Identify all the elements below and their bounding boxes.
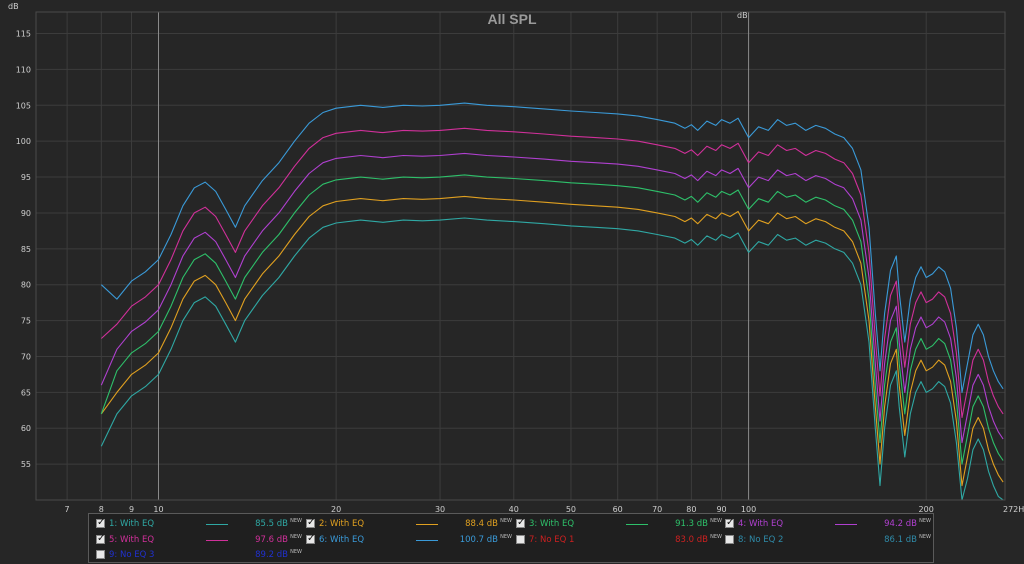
y-tick-label: 100: [16, 137, 31, 146]
series-lines: [100, 102, 1004, 501]
legend-checkbox[interactable]: [96, 532, 105, 546]
legend-series-name: 5: With EQ: [109, 535, 155, 545]
x-tick-label: 90: [716, 505, 726, 513]
legend-new-tag: NEW: [919, 518, 931, 524]
legend-checkbox[interactable]: [516, 535, 525, 544]
legend-series-level: 94.2 dB: [884, 519, 917, 529]
legend-item-7[interactable]: 7: No EQ 1 83.0 dB NEW: [516, 533, 726, 547]
x-tick-label: 60: [613, 505, 623, 513]
y-tick-label: 80: [21, 281, 31, 290]
y-tick-label: 105: [16, 101, 31, 110]
legend-checkbox[interactable]: [306, 532, 315, 546]
legend-series-level: 91.3 dB: [675, 519, 708, 529]
chart-title: All SPL: [487, 11, 536, 27]
x-tick-label: 272Hz: [1003, 505, 1024, 513]
legend-checkbox[interactable]: [725, 535, 734, 544]
y-tick-label: 65: [21, 388, 31, 397]
series-line-3: [100, 174, 1004, 465]
legend-swatch: [416, 540, 438, 541]
grid-lines: [36, 12, 1006, 500]
top-dB-label: dB: [737, 11, 748, 20]
legend-swatch: [835, 524, 857, 525]
legend-new-tag: NEW: [919, 534, 931, 540]
x-tick-label: 40: [509, 505, 519, 513]
legend-new-tag: NEW: [500, 518, 512, 524]
series-line-4: [100, 152, 1004, 444]
series-line-5: [100, 127, 1004, 419]
legend-new-tag: NEW: [290, 549, 302, 555]
legend-series-name: 3: With EQ: [529, 519, 575, 529]
legend-series-level: 83.0 dB: [675, 535, 708, 545]
spl-chart[interactable]: 55 60 65 70 75 80 85 90 95 100 105 110 115 7 8 9 10 20 30 4…: [0, 0, 1024, 513]
legend-series-level: 85.5 dB: [255, 519, 288, 529]
x-tick-label: 7: [65, 505, 70, 513]
x-tick-label: 200: [919, 505, 934, 513]
legend-swatch: [206, 524, 228, 525]
legend-new-tag: NEW: [710, 534, 722, 540]
y-tick-label: 95: [21, 173, 31, 182]
y-tick-label: 110: [16, 65, 31, 74]
legend-series-level: 86.1 dB: [884, 535, 917, 545]
x-tick-label: 9: [129, 505, 134, 513]
x-tick-label: 70: [652, 505, 662, 513]
series-line-6: [100, 102, 1004, 393]
legend-series-name: 2: With EQ: [319, 519, 365, 529]
series-line-1: [100, 217, 1004, 501]
legend-checkbox[interactable]: [96, 516, 105, 530]
x-tick-label: 100: [741, 505, 756, 513]
axes: 55 60 65 70 75 80 85 90 95 100 105 110 115 7 8 9 10 20 30 4…: [16, 11, 1024, 513]
legend-swatch: [416, 524, 438, 525]
legend-series-name: 6: With EQ: [319, 535, 365, 545]
legend-new-tag: NEW: [290, 518, 302, 524]
plot-border: [35, 11, 1006, 501]
y-tick-label: 85: [21, 245, 31, 254]
legend-series-name: 8: No EQ 2: [738, 535, 784, 545]
legend-checkbox[interactable]: [306, 516, 315, 530]
legend-new-tag: NEW: [500, 534, 512, 540]
x-tick-label: 50: [566, 505, 576, 513]
y-tick-label: 55: [21, 460, 31, 469]
x-tick-label: 30: [435, 505, 445, 513]
x-tick-label: 80: [686, 505, 696, 513]
legend-swatch: [206, 540, 228, 541]
series-line-2: [100, 195, 1004, 487]
legend-series-name: 4: With EQ: [738, 519, 784, 529]
y-tick-label: 70: [21, 352, 31, 361]
legend-series-name: 1: With EQ: [109, 519, 155, 529]
legend-checkbox[interactable]: [725, 516, 734, 530]
legend-item-8[interactable]: 8: No EQ 2 86.1 dB NEW: [725, 533, 935, 547]
y-axis-label: dB: [8, 2, 19, 11]
x-tick-label: 10: [153, 505, 163, 513]
y-tick-label: 60: [21, 424, 31, 433]
legend-series-level: 100.7 dB: [459, 535, 498, 545]
legend-series-level: 89.2 dB: [255, 550, 288, 560]
legend-series-name: 9: No EQ 3: [109, 550, 155, 560]
legend-item-9[interactable]: 9: No EQ 3 89.2 dB NEW: [96, 548, 306, 562]
legend-checkbox[interactable]: [96, 550, 105, 559]
x-tick-label: 20: [331, 505, 341, 513]
legend-swatch: [626, 524, 648, 525]
legend-series-level: 88.4 dB: [465, 519, 498, 529]
y-tick-label: 90: [21, 209, 31, 218]
legend-new-tag: NEW: [710, 518, 722, 524]
x-tick-label: 8: [99, 505, 104, 513]
y-tick-label: 75: [21, 317, 31, 326]
legend-checkbox[interactable]: [516, 516, 525, 530]
plot-area: [36, 12, 1005, 500]
legend-series-level: 97.6 dB: [255, 535, 288, 545]
legend-series-name: 7: No EQ 1: [529, 535, 575, 545]
legend-new-tag: NEW: [290, 534, 302, 540]
y-tick-label: 115: [16, 30, 31, 39]
